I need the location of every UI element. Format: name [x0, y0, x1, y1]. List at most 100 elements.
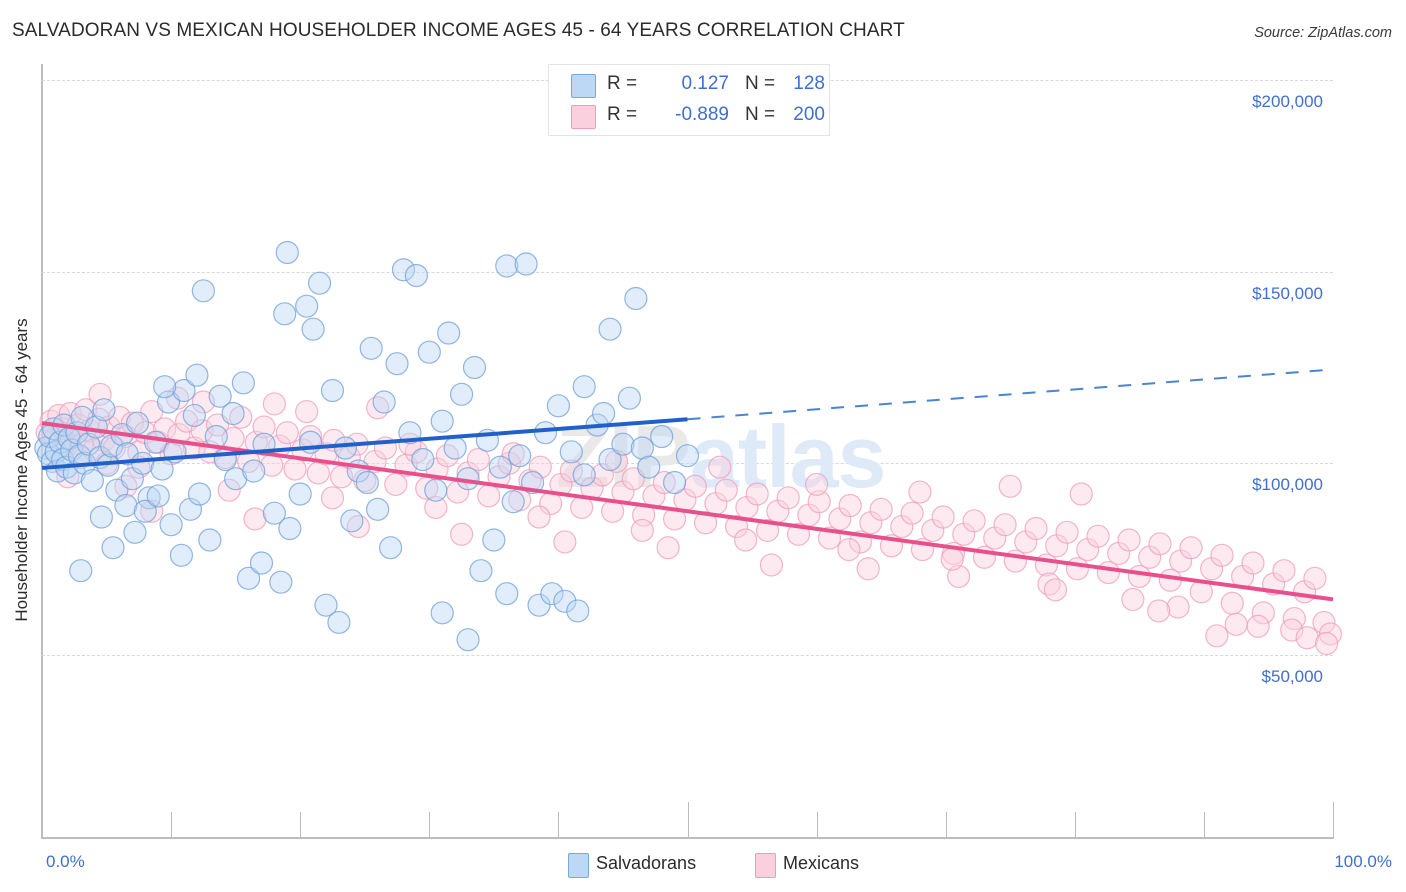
scatter-point — [275, 240, 299, 265]
scatter-point — [269, 570, 293, 594]
bottom-legend: Salvadorans Mexicans — [0, 850, 1406, 884]
stats-n-value-salvadorans: 128 — [793, 73, 825, 94]
scatter-point — [527, 505, 551, 529]
scatter-point — [156, 390, 181, 414]
scatter-point — [190, 419, 214, 443]
scatter-point — [366, 497, 390, 521]
scatter-point — [301, 317, 325, 341]
stats-swatch-mexicans — [571, 105, 596, 129]
scatter-point — [724, 514, 749, 539]
scatter-point — [231, 371, 255, 395]
scatter-point — [1312, 610, 1336, 635]
scatter-point — [252, 415, 276, 439]
scatter-point — [320, 378, 345, 403]
trend-line-salvadorans-solid — [41, 417, 688, 470]
scatter-point — [217, 478, 241, 502]
legend-label-salvadorans: Salvadorans — [596, 853, 697, 873]
scatter-point — [1220, 591, 1244, 615]
scatter-point — [1210, 543, 1234, 567]
scatter-point — [295, 399, 319, 424]
scatter-point — [443, 436, 467, 460]
stats-swatch-salvadorans — [571, 74, 596, 98]
scatter-point — [449, 382, 474, 406]
page-title: SALVADORAN VS MEXICAN HOUSEHOLDER INCOME… — [12, 20, 905, 41]
scatter-point — [514, 252, 538, 276]
scatter-point — [1318, 622, 1343, 646]
scatter-point — [437, 321, 461, 345]
x-axis-max-label: 100.0% — [1334, 852, 1392, 871]
scatter-point — [1086, 524, 1110, 548]
scatter-point — [540, 582, 564, 606]
scatter-point — [462, 355, 487, 380]
scatter-point — [114, 493, 138, 518]
scatter-point — [553, 589, 577, 613]
stats-row-salvadorans: R = 0.127 N = 128 — [549, 70, 829, 100]
scatter-point — [198, 528, 222, 552]
stats-r-label-salvadorans: R = — [607, 73, 638, 94]
scatter-point — [242, 459, 266, 483]
scatter-point — [947, 564, 971, 589]
scatter-point — [249, 551, 274, 575]
scatter-point — [838, 493, 862, 518]
scatter-point — [559, 459, 583, 483]
scatter-point — [89, 505, 113, 529]
scatter-point — [546, 394, 571, 418]
scatter-point — [182, 403, 206, 428]
y-tick-label-200000: $200,000 — [1252, 92, 1323, 111]
scatter-point — [262, 501, 286, 525]
scatter-point — [566, 599, 590, 623]
scatter-point — [598, 317, 622, 341]
scatter-point — [776, 486, 800, 510]
stats-n-label-mexicans: N = — [745, 104, 776, 125]
scatter-point — [391, 258, 416, 282]
scatter-point — [1179, 536, 1203, 560]
x-tick-0 — [42, 812, 43, 838]
scatter-point — [92, 398, 116, 422]
scatter-point — [221, 401, 245, 426]
x-axis-min-label: 0.0% — [46, 852, 85, 871]
y-tick-label-150000: $150,000 — [1252, 283, 1323, 303]
scatter-point — [314, 593, 338, 617]
legend-label-mexicans: Mexicans — [783, 853, 860, 873]
trend-line-salvadorans-dashed — [687, 368, 1334, 421]
scatter-point — [185, 363, 209, 387]
scatter-point — [1314, 631, 1339, 656]
scatter-point — [153, 375, 177, 399]
scatter-point — [656, 536, 680, 560]
stats-n-value-mexicans: 200 — [793, 104, 825, 125]
x-tick-90 — [1203, 812, 1205, 838]
scatter-point — [807, 490, 831, 514]
scatter-point — [1246, 614, 1270, 638]
scatter-point — [133, 499, 157, 523]
scatter-point — [262, 392, 286, 416]
scatter-point — [411, 447, 435, 472]
scatter-point — [355, 470, 379, 495]
scatter-point — [430, 601, 454, 625]
scatter-point — [598, 447, 622, 472]
scatter-point — [333, 436, 357, 460]
scatter-point — [469, 559, 493, 583]
scatter-point — [172, 378, 196, 403]
scatter-point — [714, 478, 738, 502]
scatter-point — [378, 536, 403, 560]
scatter-point — [1121, 587, 1145, 612]
scatter-point — [962, 509, 986, 533]
scatter-point — [1241, 551, 1265, 575]
scatter-point — [466, 447, 490, 472]
scatter-point — [495, 254, 519, 278]
legend-swatch-mexicans — [755, 853, 776, 878]
scatter-point — [533, 421, 558, 445]
scatter-point — [80, 468, 104, 493]
scatter-point — [88, 382, 112, 406]
gridline-50000 — [42, 655, 1333, 656]
scatter-point — [273, 302, 297, 326]
scatter-point — [708, 455, 732, 479]
scatter-point — [611, 432, 635, 456]
scatter-point — [1251, 601, 1275, 625]
scatter-point — [359, 336, 383, 360]
x-tick-60 — [816, 812, 818, 838]
scatter-point — [559, 440, 583, 464]
x-tick-30 — [429, 812, 431, 838]
scatter-point — [900, 501, 924, 525]
